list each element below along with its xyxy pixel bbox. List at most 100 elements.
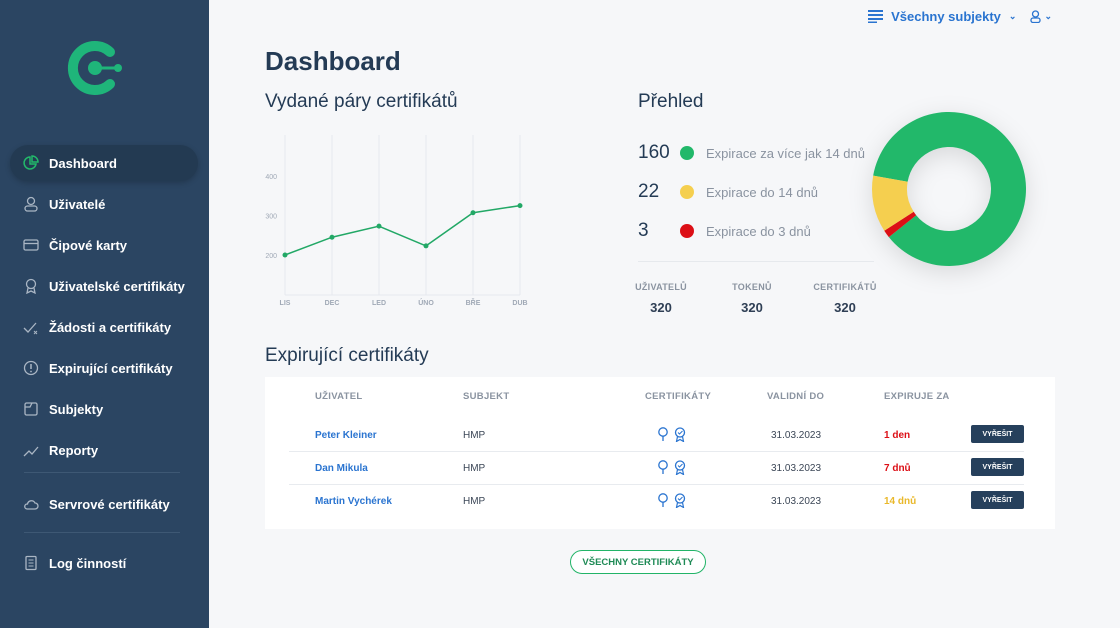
subject-cell: HMP [463,430,486,441]
expiring-table: UŽIVATEL SUBJEKT CERTIFIKÁTY VALIDNÍ DO EXPI… [265,377,1055,529]
sidebar-item-9[interactable]: Log činností [10,545,198,581]
legend-item: 22 Expirace do 14 dnů [638,180,818,204]
legend-label: Expirace do 3 dnů [706,223,811,239]
sidebar-item-8[interactable]: Servrové certifikáty [10,486,198,522]
x-tick-label: LED [372,300,386,307]
resolve-button[interactable]: VYŘEŠIT [971,425,1024,443]
subject-selector[interactable]: Všechny subjekty ⌄ [868,9,1016,24]
certificate-icons [657,493,687,513]
stat-value: 320 [741,300,763,315]
sidebar-item-label: Žádosti a certifikáty [49,319,172,335]
alert-circle-icon [23,360,39,376]
user-link[interactable]: Peter Kleiner [315,430,377,441]
x-tick-label: BŘE [466,298,481,307]
table-row: Peter Kleiner HMP 31.03.2023 1 den VYŘEŠ… [289,419,1024,452]
data-point [517,203,523,209]
x-tick-label: ÚNO [418,298,434,307]
award-icon [25,278,37,294]
sidebar-item-0[interactable]: Dashboard [10,145,198,181]
chevron-down-icon: ⌄ [1008,11,1017,21]
column-header: SUBJEKT [463,391,510,402]
x-tick-label: DEC [325,300,340,307]
legend-count: 3 [638,220,649,241]
divider [638,261,874,262]
stat: CERTIFIKÁTŮ 320 [810,282,880,315]
stat-label: CERTIFIKÁTŮ [813,282,877,292]
pie-chart-icon [23,155,39,170]
expires-in-cell: 1 den [884,430,911,441]
sidebar-item-label: Log činností [49,555,127,571]
key-icon[interactable] [657,460,669,475]
key-icon[interactable] [657,493,669,508]
donut-slice [884,211,917,238]
list-icon [868,10,884,23]
logo-icon[interactable] [66,38,126,98]
sidebar-item-3[interactable]: Uživatelské certifikáty [10,268,198,304]
sidebar-item-label: Expirující certifikáty [49,360,173,376]
divider [24,472,180,473]
series-line [284,204,521,256]
award-icon[interactable] [673,460,687,476]
sidebar-item-label: Servrové certifikáty [49,496,170,512]
card-icon [23,239,39,251]
data-point [376,223,382,229]
column-header: VALIDNÍ DO [767,391,825,402]
subject-cell: HMP [463,463,486,474]
line-chart: LIS DEC LED ÚNO BŘE DUB 200 300 400 [265,135,528,307]
y-tick-label: 300 [265,214,277,221]
stat: TOKENŮ 320 [717,282,787,315]
resolve-button[interactable]: VYŘEŠIT [971,491,1024,509]
valid-until-cell: 31.03.2023 [771,430,822,441]
user-link[interactable]: Martin Vychérek [315,496,392,507]
chevron-down-icon: ⌄ [1044,11,1052,21]
sidebar-item-label: Uživatelé [49,196,106,212]
key-icon[interactable] [657,427,669,442]
legend-dot [680,185,694,199]
table-row: Martin Vychérek HMP 31.03.2023 14 dnů VY… [289,485,1024,518]
sidebar-item-4[interactable]: Žádosti a certifikáty [10,309,198,345]
sidebar: Dashboard Uživatelé Čipové karty Uživatelsk… [0,0,209,628]
donut-chart [872,112,1026,266]
expires-in-cell: 7 dnů [884,463,911,474]
data-point [423,243,429,249]
user-link[interactable]: Dan Mikula [315,463,368,474]
data-point [470,210,476,216]
donut-slice [872,175,914,231]
page-title: Dashboard [265,46,401,76]
data-point [282,252,288,258]
overview-title: Přehled [638,91,704,112]
sidebar-item-6[interactable]: Subjekty [10,391,198,427]
stat-label: UŽIVATELŮ [635,282,687,292]
subject-cell: HMP [463,496,486,507]
certificate-icons [657,460,687,480]
chart-title: Vydané páry certifikátů [265,91,458,112]
sidebar-item-label: Subjekty [49,401,104,417]
user-menu[interactable]: ⌄ [1030,10,1052,23]
data-point [329,234,335,240]
legend-label: Expirace za více jak 14 dnů [706,145,865,161]
sidebar-item-label: Reporty [49,442,99,458]
stat-value: 320 [834,300,856,315]
sidebar-item-label: Čipové karty [49,237,128,253]
award-icon[interactable] [673,427,687,443]
check-x-icon [23,322,38,335]
folder-icon [24,402,38,416]
y-tick-label: 400 [265,174,277,181]
sidebar-item-5[interactable]: Expirující certifikáty [10,350,198,386]
all-certificates-button[interactable]: VŠECHNY CERTIFIKÁTY [570,550,706,574]
legend-item: 160 Expirace za více jak 14 dnů [638,141,865,165]
expiring-title: Expirující certifikáty [265,345,429,366]
resolve-button[interactable]: VYŘEŠIT [971,458,1024,476]
donut-slice [873,112,1026,266]
sidebar-item-label: Uživatelské certifikáty [49,278,185,294]
column-header: CERTIFIKÁTY [645,391,712,402]
stat-value: 320 [650,300,672,315]
divider [24,532,180,533]
x-tick-label: LIS [280,300,291,307]
sidebar-item-1[interactable]: Uživatelé [10,186,198,222]
sidebar-item-7[interactable]: Reporty [10,432,198,468]
user-icon [1030,10,1042,23]
award-icon[interactable] [673,493,687,509]
sidebar-item-2[interactable]: Čipové karty [10,227,198,263]
y-tick-label: 200 [265,253,277,260]
